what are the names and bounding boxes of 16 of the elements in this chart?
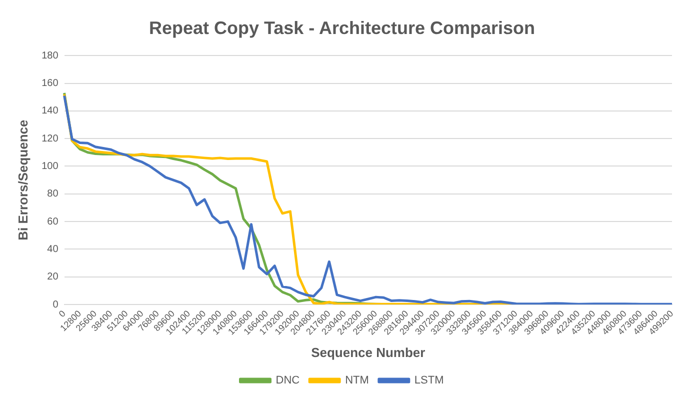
y-tick-label: 40 [47,244,59,255]
x-axis-title: Sequence Number [311,344,426,360]
y-tick-label: 160 [42,78,59,90]
legend-label: NTM [345,374,369,387]
legend-label: LSTM [414,374,444,387]
y-tick-label: 120 [42,133,59,144]
y-tick-label: 60 [47,216,59,228]
y-tick-label: 100 [42,160,59,172]
y-tick-label: 180 [42,50,59,62]
y-tick-label: 80 [47,188,59,200]
legend-label: DNC [276,374,300,387]
y-axis-title: Bi Errors/Sequence [15,120,30,240]
chart-title: Repeat Copy Task - Architecture Comparison [148,18,536,38]
y-tick-label: 0 [52,299,59,310]
y-tick-label: 20 [47,272,59,283]
y-tick-label: 140 [42,106,59,117]
